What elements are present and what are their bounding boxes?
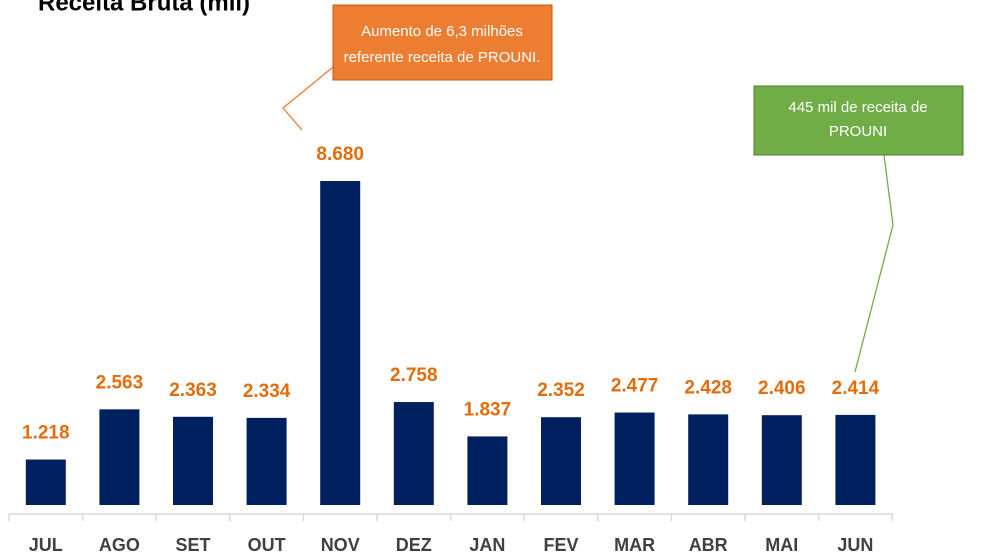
data-label: 2.477 [611, 376, 659, 397]
bar [99, 409, 140, 505]
bar [173, 416, 213, 505]
x-tick-label: DEZ [396, 535, 432, 555]
data-label: 2.363 [169, 380, 217, 401]
x-tick-label: FEV [543, 535, 578, 555]
chart-title: Receita Bruta (mil) [38, 0, 250, 16]
data-label: 2.352 [537, 380, 585, 401]
x-tick-label: NOV [321, 535, 360, 555]
data-label: 2.406 [758, 378, 806, 399]
callout-text: PROUNI [829, 123, 887, 140]
callout-text: 445 mil de receita de [788, 99, 927, 116]
x-tick-label: JAN [469, 535, 505, 555]
x-tick-label: ABR [689, 535, 728, 555]
data-label: 1.837 [464, 399, 512, 420]
data-label: 2.758 [390, 365, 438, 386]
data-label: 2.334 [243, 381, 291, 402]
bar [541, 417, 581, 505]
data-label: 2.428 [684, 377, 732, 398]
bar [25, 459, 66, 505]
x-tick-label: AGO [99, 535, 140, 555]
data-label: 2.414 [832, 378, 880, 399]
x-tick-label: SET [175, 535, 210, 555]
bar [467, 436, 508, 505]
bar [761, 415, 802, 505]
data-label: 8.680 [316, 144, 364, 165]
x-tick-label: MAR [614, 535, 655, 555]
bar [835, 414, 876, 505]
bar [320, 181, 361, 505]
callout-box [753, 85, 964, 156]
bar [688, 414, 729, 505]
callout-line [854, 154, 894, 373]
bar [393, 402, 434, 505]
x-tick-label: OUT [248, 535, 286, 555]
bar [614, 412, 655, 505]
data-label: 1.218 [22, 423, 70, 444]
x-tick-label: JUL [29, 535, 63, 555]
callout-box [332, 4, 553, 81]
x-tick-label: MAI [765, 535, 798, 555]
callout-text: referente receita de PROUNI. [344, 49, 541, 66]
callout-text: Aumento de 6,3 milhões [361, 23, 523, 40]
data-label: 2.563 [96, 372, 144, 393]
bar [246, 417, 287, 505]
x-tick-label: JUN [837, 535, 873, 555]
